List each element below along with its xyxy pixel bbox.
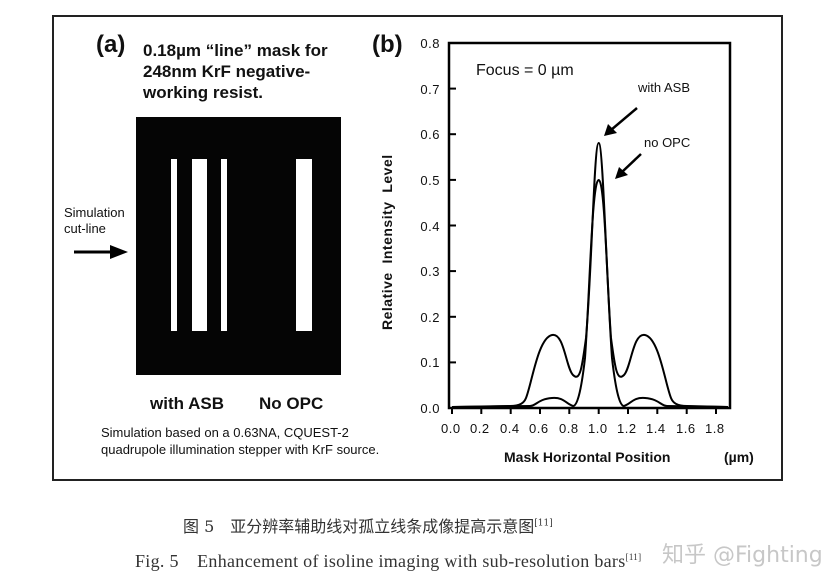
cut-line-label: Simulation cut-line: [64, 205, 125, 237]
y-tick: 0.4: [420, 219, 440, 234]
annotation-no-opc: no OPC: [644, 135, 691, 150]
y-tick: 0.2: [420, 310, 440, 325]
caption-english-ref: [11]: [625, 552, 642, 562]
y-tick: 0.6: [420, 127, 440, 142]
arrow-with-asb-icon: [604, 107, 638, 136]
x-tick: 1.0: [588, 421, 608, 436]
main-line-with-asb: [192, 159, 207, 331]
caption-english: Fig. 5 Enhancement of isoline imaging wi…: [135, 547, 641, 573]
x-tick: 1.2: [617, 421, 637, 436]
mask-title: 0.18µm “line” mask for 248nm KrF negativ…: [143, 40, 328, 103]
figure-frame: [52, 15, 783, 481]
main-line-no-opc: [296, 159, 312, 331]
arrow-no-opc-icon: [615, 153, 642, 179]
focus-label: Focus = 0 µm: [476, 62, 574, 79]
x-axis-label: Mask Horizontal Position: [504, 449, 671, 465]
watermark: 知乎 @Fighting: [662, 543, 823, 568]
simulation-note: Simulation based on a 0.63NA, CQUEST-2 q…: [101, 424, 379, 458]
x-tick: 0.8: [559, 421, 579, 436]
plot-box: [447, 41, 732, 410]
x-tick: 0.0: [441, 421, 461, 436]
mask-title-line: 248nm KrF negative-: [143, 62, 311, 81]
caption-chinese: 图 5 亚分辨率辅助线对孤立线条成像提高示意图[11]: [183, 513, 553, 537]
simulation-note-line: Simulation based on a 0.63NA, CQUEST-2: [101, 425, 349, 440]
x-tick: 1.6: [676, 421, 696, 436]
caption-chinese-ref: [11]: [534, 518, 553, 529]
mask-label-no-opc: No OPC: [259, 394, 324, 413]
arrow-right-icon: [74, 245, 128, 259]
y-tick: 0.5: [420, 173, 440, 188]
cut-line-label-line: cut-line: [64, 221, 106, 236]
annotation-with-asb: with ASB: [638, 80, 691, 95]
cut-line-label-line: Simulation: [64, 205, 125, 220]
mask-label-with-asb: with ASB: [150, 394, 224, 413]
x-tick: 0.2: [470, 421, 490, 436]
simulation-note-line: quadrupole illumination stepper with KrF…: [101, 442, 380, 457]
x-tick: 1.8: [705, 421, 725, 436]
panel-a-label: (a): [96, 31, 126, 58]
asb-bar-right: [221, 159, 227, 331]
x-tick: 0.4: [500, 421, 520, 436]
mask-pattern: [136, 117, 341, 375]
x-axis-unit: (µm): [724, 449, 754, 465]
y-tick: 0.8: [420, 36, 440, 51]
x-tick-marks: [451, 408, 717, 414]
caption-english-text: Fig. 5 Enhancement of isoline imaging wi…: [135, 551, 626, 571]
y-axis-label: Relative Intensity Level: [379, 154, 395, 330]
panel-b-label: (b): [372, 31, 403, 58]
y-tick-marks: [449, 87, 456, 364]
intensity-plot: [447, 41, 732, 414]
y-tick: 0.1: [420, 355, 440, 370]
x-tick: 0.6: [529, 421, 549, 436]
mask-title-line: 0.18µm “line” mask for: [143, 41, 328, 60]
curve-with-asb: [451, 141, 729, 408]
asb-bar-left: [171, 159, 177, 331]
x-tick: 1.4: [646, 421, 666, 436]
y-tick: 0.3: [420, 264, 440, 279]
y-tick: 0.0: [420, 401, 440, 416]
mask-title-line: working resist.: [143, 83, 263, 102]
caption-chinese-text: 图 5 亚分辨率辅助线对孤立线条成像提高示意图: [183, 517, 535, 536]
curve-no-opc: [451, 178, 729, 408]
y-tick: 0.7: [420, 82, 440, 97]
